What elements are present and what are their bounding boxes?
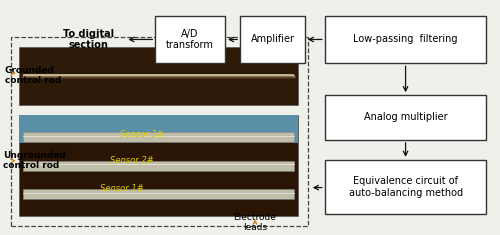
Text: Equivalence circuit of
auto-balancing method: Equivalence circuit of auto-balancing me… <box>348 176 463 198</box>
Text: Sensor 3#: Sensor 3# <box>120 130 164 139</box>
Bar <box>325 160 486 214</box>
Bar <box>18 47 298 105</box>
Bar <box>325 16 486 63</box>
Text: Amplifier: Amplifier <box>250 35 294 44</box>
Text: Ungrounded
control rod: Ungrounded control rod <box>2 151 66 170</box>
Bar <box>22 161 294 171</box>
Text: Grounded
control rod: Grounded control rod <box>4 66 61 85</box>
Bar <box>10 37 308 226</box>
Bar <box>22 132 294 142</box>
Text: To digital
section: To digital section <box>63 29 114 50</box>
Text: Electrode
leads: Electrode leads <box>234 213 276 232</box>
Text: Sensor 1#: Sensor 1# <box>100 184 144 193</box>
Bar <box>18 115 298 143</box>
Text: Sensor 2#: Sensor 2# <box>110 156 154 165</box>
Bar <box>156 16 225 63</box>
Bar <box>22 189 294 199</box>
Bar <box>240 16 305 63</box>
Bar <box>18 115 298 216</box>
Text: A/D
transform: A/D transform <box>166 29 214 50</box>
Text: Low-passing  filtering: Low-passing filtering <box>354 35 458 44</box>
Text: Analog multiplier: Analog multiplier <box>364 113 448 122</box>
Bar <box>325 95 486 140</box>
